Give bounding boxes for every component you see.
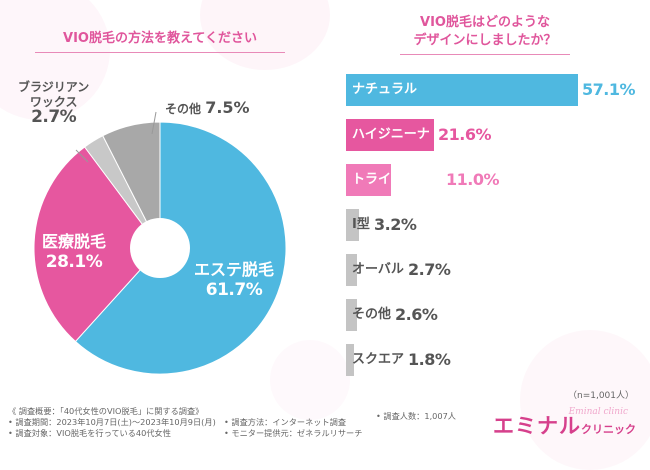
pie-label-iryou-value: 28.1% — [45, 252, 103, 272]
bar-value-1: 21.6% — [438, 125, 492, 144]
pie-label-other-name: その他 — [165, 102, 202, 116]
right-title-line2: デザインにしましたか？ — [413, 33, 557, 48]
footer-provider: • モニター提供元：ゼネラルリサーチ — [224, 428, 363, 438]
footer-target: • 調査対象：VIO脱毛を行っている40代女性 — [8, 428, 171, 438]
bar-label-2: トライアングル — [352, 172, 443, 187]
pie-label-este: エステ脱毛 61.7% — [194, 256, 274, 300]
footer-method: • 調査方法：インターネット調査 — [224, 417, 347, 427]
bar-row: トライアングル 11.0% — [346, 164, 636, 196]
bar-value-6: 1.8% — [408, 350, 451, 369]
brand-logo: Eminal clinic エミナルクリニック — [493, 407, 636, 440]
bar-row: スクエア 1.8% — [346, 344, 636, 376]
footer-overview: 《 調査概要：「40代女性のVIO脱毛」に関する調査》 — [8, 406, 204, 416]
pie-label-este-value: 61.7% — [205, 280, 263, 300]
bar-0 — [346, 74, 578, 106]
bar-value-2: 11.0% — [446, 170, 500, 189]
title-underline — [400, 54, 570, 55]
leader-lines — [75, 111, 157, 163]
pie-slice-1 — [33, 146, 161, 343]
brand-name: エミナル — [493, 414, 581, 438]
background-blob — [270, 340, 350, 420]
bar-row: ハイジニーナ 21.6% — [346, 119, 636, 151]
bar-5 — [346, 299, 357, 331]
sample-size-note: （n=1,001人） — [567, 391, 634, 401]
leader-line-other — [151, 111, 157, 135]
pie-label-wax: ブラジリアン ワックス 2.7% — [18, 80, 90, 127]
footer-count: • 調査人数：1,007人 — [376, 411, 456, 421]
bar-label-6: スクエア — [352, 352, 405, 367]
bar-1 — [346, 119, 434, 151]
bar-row: I型 3.2% — [346, 209, 636, 241]
bar-label-1: ハイジニーナ — [352, 127, 430, 142]
bar-2 — [346, 164, 391, 196]
pie-label-other-value: 7.5% — [205, 98, 250, 117]
right-title-line1: VIO脱毛はどのような — [420, 15, 550, 30]
pie-label-este-name: エステ脱毛 — [194, 260, 275, 279]
bar-row: オーバル 2.7% — [346, 254, 636, 286]
bar-label-5: その他 — [352, 307, 392, 322]
pie-chart — [33, 121, 287, 375]
pie-label-other: その他 7.5% — [165, 98, 250, 117]
pie-slice-3 — [102, 121, 161, 249]
brand-script: Eminal clinic — [568, 407, 628, 417]
brand-sub: クリニック — [581, 423, 636, 436]
bar-label-0: ナチュラル — [352, 82, 418, 97]
bar-row: その他 2.6% — [346, 299, 636, 331]
title-underline — [35, 52, 285, 53]
bar-row: ナチュラル 57.1% — [346, 74, 636, 106]
bar-value-4: 2.7% — [408, 260, 451, 279]
bar-label-4: オーバル — [352, 262, 404, 277]
left-chart-title: VIO脱毛の方法を教えてください — [63, 31, 257, 46]
bar-4 — [346, 254, 357, 286]
background-blob — [520, 330, 650, 470]
pie-label-iryou-name: 医療脱毛 — [42, 232, 107, 251]
bar-value-5: 2.6% — [395, 305, 438, 324]
bar-chart: ナチュラル 57.1% ハイジニーナ 21.6% トライアングル 11.0% I型 3.2% オ… — [346, 74, 636, 394]
footer-period: • 調査期間：2023年10月7日(土)〜2023年10月9日(月) — [8, 417, 216, 427]
leader-line-wax — [75, 149, 89, 163]
pie-label-iryou: 医療脱毛 28.1% — [42, 228, 106, 272]
bar-label-3: I型 — [352, 217, 370, 232]
bar-value-0: 57.1% — [582, 80, 636, 99]
bar-6 — [346, 344, 354, 376]
bar-3 — [346, 209, 359, 241]
pie-label-wax-line1: ブラジリアン — [18, 80, 90, 94]
bar-value-3: 3.2% — [374, 215, 417, 234]
right-chart-title: VIO脱毛はどのような デザインにしましたか？ — [350, 14, 620, 50]
pie-label-wax-line2: ワックス — [29, 95, 78, 109]
pie-center-hole — [130, 218, 190, 278]
pie-label-wax-value: 2.7% — [31, 107, 77, 127]
